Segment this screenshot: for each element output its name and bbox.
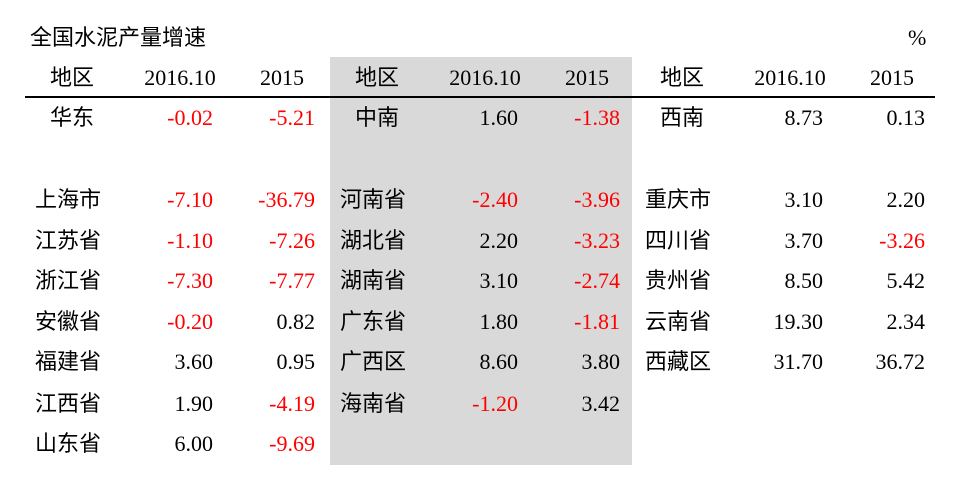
value-cell: 2.20: [479, 228, 519, 253]
value-cell: -4.19: [269, 391, 315, 416]
value-cell: 0.82: [276, 309, 316, 334]
province-name: 重庆市: [645, 187, 712, 212]
value-cell: -1.81: [574, 309, 620, 334]
value-cell: 2.34: [886, 309, 926, 334]
value-cell: -7.77: [269, 268, 315, 293]
value-cell: -7.30: [167, 268, 213, 293]
value-cell: -0.02: [167, 105, 213, 130]
value-cell: -7.10: [167, 187, 213, 212]
column-header: 地区: [355, 65, 400, 90]
province-name: 湖北省: [340, 228, 407, 253]
value-cell: 31.70: [773, 349, 824, 374]
province-name: 河南省: [340, 187, 407, 212]
value-cell: 1.60: [479, 105, 519, 130]
province-name: 西藏区: [645, 349, 712, 374]
value-cell: -5.21: [269, 105, 315, 130]
column-header: 2015: [565, 65, 609, 90]
province-name: 浙江省: [35, 268, 102, 293]
value-cell: -0.20: [167, 309, 213, 334]
value-cell: -9.69: [269, 431, 315, 456]
value-cell: -7.26: [269, 228, 315, 253]
column-header: 2016.10: [144, 65, 216, 90]
province-name: 上海市: [35, 187, 102, 212]
value-cell: -1.38: [574, 105, 620, 130]
value-cell: 5.42: [886, 268, 926, 293]
value-cell: 1.80: [479, 309, 519, 334]
province-name: 江苏省: [35, 228, 102, 253]
value-cell: 3.70: [784, 228, 824, 253]
value-cell: 8.60: [479, 349, 519, 374]
province-name: 海南省: [340, 391, 407, 416]
header-rule: [25, 96, 935, 98]
value-cell: -3.26: [879, 228, 925, 253]
value-cell: 2.20: [886, 187, 926, 212]
province-name: 湖南省: [340, 268, 407, 293]
province-name: 山东省: [35, 431, 102, 456]
region-name: 西南: [660, 105, 705, 130]
value-cell: 3.80: [581, 349, 621, 374]
province-name: 广西区: [340, 349, 407, 374]
value-cell: 36.72: [875, 349, 926, 374]
column-header: 地区: [50, 65, 95, 90]
value-cell: -1.10: [167, 228, 213, 253]
value-cell: 3.42: [581, 391, 621, 416]
column-header: 地区: [660, 65, 705, 90]
province-name: 广东省: [340, 309, 407, 334]
column-header: 2015: [260, 65, 304, 90]
province-name: 贵州省: [645, 268, 712, 293]
value-cell: 0.95: [276, 349, 316, 374]
column-header: 2015: [870, 65, 914, 90]
column-header: 2016.10: [449, 65, 521, 90]
value-cell: 8.73: [784, 105, 824, 130]
value-cell: -2.74: [574, 268, 620, 293]
value-cell: -2.40: [472, 187, 518, 212]
value-cell: 0.13: [886, 105, 926, 130]
province-name: 云南省: [645, 309, 712, 334]
value-cell: 1.90: [174, 391, 214, 416]
value-cell: 19.30: [773, 309, 824, 334]
value-cell: -3.96: [574, 187, 620, 212]
value-cell: -3.23: [574, 228, 620, 253]
value-cell: 3.10: [784, 187, 824, 212]
title: 全国水泥产量增速: [30, 25, 207, 50]
province-name: 安徽省: [35, 309, 102, 334]
value-cell: -1.20: [472, 391, 518, 416]
province-name: 四川省: [645, 228, 712, 253]
region-name: 华东: [50, 105, 95, 130]
value-cell: 6.00: [174, 431, 214, 456]
unit: %: [908, 25, 927, 50]
column-header: 2016.10: [754, 65, 826, 90]
value-cell: 8.50: [784, 268, 824, 293]
province-name: 福建省: [35, 349, 102, 374]
value-cell: 3.10: [479, 268, 519, 293]
region-name: 中南: [355, 105, 400, 130]
province-name: 江西省: [35, 391, 102, 416]
value-cell: -36.79: [258, 187, 315, 212]
value-cell: 3.60: [174, 349, 214, 374]
